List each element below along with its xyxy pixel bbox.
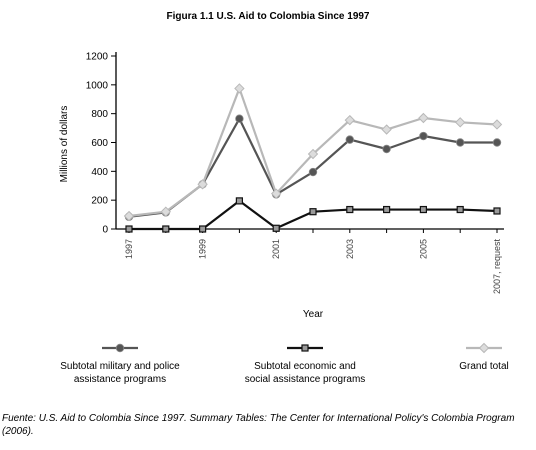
- data-point: [418, 112, 429, 124]
- data-point: [197, 179, 208, 190]
- data-point: [419, 205, 427, 214]
- data-point: [346, 205, 354, 214]
- legend-swatch-marker: [115, 343, 125, 353]
- y-tick-label: 200: [91, 196, 108, 207]
- data-point: [382, 144, 391, 154]
- data-point: [160, 206, 172, 217]
- series-2: [123, 83, 503, 222]
- series-lines: [123, 83, 503, 233]
- data-point: [125, 225, 133, 233]
- data-point: [419, 131, 428, 141]
- data-point: [491, 119, 503, 130]
- y-tick-label: 400: [91, 167, 108, 178]
- y-tick-label: 600: [91, 138, 108, 149]
- data-point: [235, 197, 243, 205]
- legend-swatch-marker: [301, 344, 309, 352]
- series-line: [128, 117, 497, 218]
- data-point: [344, 114, 356, 126]
- data-point: [454, 117, 466, 128]
- y-tick-label: 1200: [86, 52, 109, 63]
- data-point: [162, 225, 170, 233]
- legend-label: Subtotal economic and social assistance p…: [245, 361, 366, 385]
- x-tick-label: 2007, request: [492, 239, 502, 295]
- y-tick-label: 0: [102, 225, 108, 236]
- x-axis: 1997 1999 2001 2003 2005 2007, request: [116, 228, 504, 295]
- x-tick-label: 2003: [345, 239, 355, 259]
- data-point: [272, 224, 280, 232]
- legend-label: Subtotal military and police assistance p…: [60, 361, 180, 385]
- y-tick-label: 800: [91, 109, 108, 120]
- data-point: [307, 148, 319, 160]
- data-point: [456, 205, 464, 214]
- x-axis-label: Year: [303, 309, 324, 320]
- y-axis-label: Millions of dollars: [59, 106, 70, 183]
- data-point: [492, 138, 502, 147]
- data-point: [234, 83, 245, 94]
- legend: Subtotal military and police assistance p…: [60, 342, 509, 385]
- data-point: [309, 208, 317, 216]
- data-point: [308, 167, 318, 177]
- chart-title: Figura 1.1 U.S. Aid to Colombia Since 19…: [166, 11, 369, 22]
- data-point: [345, 135, 354, 144]
- data-point: [383, 205, 391, 214]
- data-point: [123, 210, 135, 222]
- data-point: [270, 188, 282, 199]
- data-point: [381, 124, 392, 135]
- data-point: [456, 138, 465, 147]
- source-note: Fuente: U.S. Aid to Colombia Since 1997.…: [2, 413, 515, 437]
- data-point: [235, 114, 244, 123]
- legend-swatch-marker: [478, 342, 490, 354]
- series-0: [124, 114, 502, 221]
- x-tick-label: 2005: [418, 239, 428, 259]
- x-tick-label: 1999: [198, 239, 208, 259]
- y-tick-label: 1000: [86, 80, 109, 91]
- data-point: [199, 225, 207, 233]
- x-tick-label: 1997: [124, 239, 134, 259]
- series-1: [125, 197, 501, 233]
- y-axis: 0 200 400 600 800 1000 1200: [86, 52, 117, 236]
- data-point: [493, 207, 501, 215]
- legend-label: Grand total: [459, 361, 508, 372]
- x-tick-label: 2001: [271, 239, 281, 259]
